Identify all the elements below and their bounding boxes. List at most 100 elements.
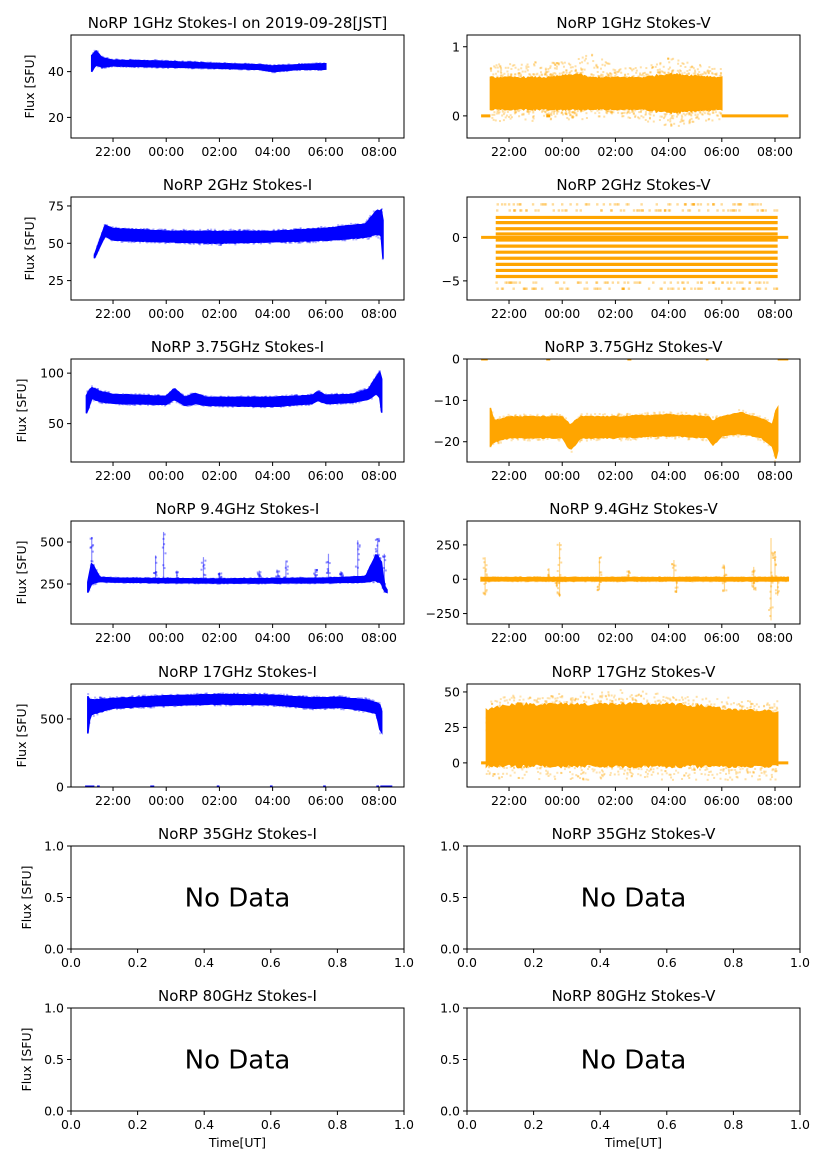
data-point — [587, 695, 590, 698]
data-point — [657, 436, 660, 439]
data-point — [702, 765, 705, 768]
data-point — [497, 442, 500, 445]
data-point — [498, 579, 501, 582]
data-point — [322, 227, 325, 230]
data-point — [559, 576, 562, 579]
data-point — [613, 203, 617, 206]
data-point — [626, 771, 629, 774]
data-point — [507, 66, 510, 69]
data-point — [524, 414, 527, 417]
data-point — [730, 769, 733, 772]
data-point — [637, 75, 640, 78]
data-point — [547, 576, 550, 579]
data-point — [625, 414, 628, 417]
data-point — [711, 109, 714, 112]
data-point — [607, 693, 610, 696]
data-point — [545, 701, 548, 704]
data-point — [672, 766, 675, 769]
data-point — [342, 708, 345, 711]
data-point — [633, 436, 636, 439]
data-point — [97, 388, 100, 391]
data-point — [358, 236, 361, 239]
data-point — [597, 75, 600, 78]
data-point — [356, 581, 359, 584]
data-point — [626, 281, 630, 284]
data-point — [298, 228, 301, 231]
data-point — [573, 767, 576, 770]
data-point — [244, 703, 247, 706]
data-point — [527, 110, 530, 113]
data-point — [584, 772, 587, 775]
data-point — [103, 66, 106, 69]
data-point — [182, 229, 185, 232]
data-point — [173, 60, 176, 63]
data-point — [687, 111, 690, 114]
data-point — [517, 74, 520, 77]
data-point — [365, 697, 368, 700]
data-point — [775, 576, 778, 579]
data-point — [484, 570, 487, 573]
data-point — [270, 71, 273, 74]
data-point — [370, 382, 373, 385]
data-point — [110, 581, 113, 584]
data-point — [358, 697, 361, 700]
data-point — [89, 564, 92, 567]
data-point — [709, 770, 712, 773]
data-point — [770, 571, 773, 574]
data-point — [694, 414, 697, 417]
data-point — [686, 696, 689, 699]
data-point — [624, 576, 627, 579]
data-point — [97, 241, 100, 244]
data-point — [186, 693, 189, 696]
data-point — [623, 76, 626, 79]
data-point — [93, 49, 96, 52]
data-point — [251, 63, 254, 66]
data-point — [164, 581, 167, 584]
data-point — [577, 576, 580, 579]
data-point — [690, 117, 693, 120]
data-point — [582, 777, 585, 780]
data-point — [183, 395, 186, 398]
data-point — [656, 69, 659, 72]
data-point — [764, 770, 767, 773]
y-tick-label: 1.0 — [44, 1001, 64, 1016]
data-point — [740, 706, 743, 709]
data-point — [487, 580, 490, 583]
data-point — [515, 436, 518, 439]
data-point — [346, 581, 349, 584]
data-point — [354, 401, 357, 404]
data-point — [204, 577, 207, 580]
data-point — [236, 692, 239, 695]
data-point — [378, 701, 381, 704]
data-point — [681, 62, 684, 65]
data-point — [531, 119, 534, 122]
data-point — [552, 112, 555, 115]
data-point — [193, 61, 196, 64]
data-point — [764, 287, 768, 290]
data-point — [499, 441, 502, 444]
data-point — [598, 438, 601, 441]
data-point — [716, 698, 719, 701]
data-point — [360, 390, 363, 393]
data-point — [544, 67, 547, 70]
data-point — [315, 569, 318, 572]
data-point — [571, 696, 574, 699]
data-point — [381, 586, 384, 589]
data-point — [173, 59, 176, 62]
data-point — [707, 110, 710, 113]
data-point — [633, 281, 636, 284]
data-point — [147, 228, 150, 231]
data-point — [184, 230, 187, 233]
data-point — [658, 68, 661, 71]
data-point — [774, 556, 777, 559]
data-point — [679, 120, 682, 123]
data-point — [177, 577, 180, 580]
data-point — [534, 61, 537, 64]
data-point — [144, 228, 147, 231]
data-point — [609, 111, 612, 114]
data-point — [223, 577, 226, 580]
data-point — [517, 766, 520, 769]
data-point — [219, 704, 222, 707]
data-point — [219, 582, 222, 585]
data-point — [255, 405, 258, 408]
